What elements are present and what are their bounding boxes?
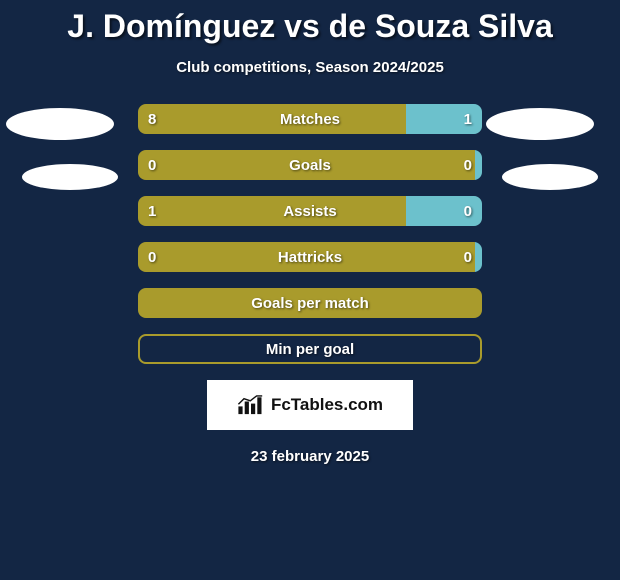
bar-label: Min per goal [138, 334, 482, 364]
team-left-logo-placeholder [22, 164, 118, 190]
team-right-logo-placeholder [502, 164, 598, 190]
bar-right-fill [406, 104, 482, 134]
subtitle: Club competitions, Season 2024/2025 [0, 59, 620, 76]
logo-text: FcTables.com [271, 395, 383, 415]
stat-row-goals: 00Goals [138, 150, 482, 180]
bar-left-fill [138, 104, 406, 134]
stat-row-hattricks: 00Hattricks [138, 242, 482, 272]
footer-date: 23 february 2025 [0, 448, 620, 465]
bar-right-fill [475, 242, 482, 272]
bar-left-fill [138, 150, 475, 180]
bar-right-fill [475, 150, 482, 180]
stat-row-min-per-goal: Min per goal [138, 334, 482, 364]
stat-row-goals-per-match: Goals per match [138, 288, 482, 318]
player-left-avatar-placeholder [6, 108, 114, 140]
stat-row-matches: 81Matches [138, 104, 482, 134]
stat-bars: 81Matches 00Goals 10Assists 00Hattricks Goal… [138, 104, 482, 364]
bar-left-fill [138, 242, 475, 272]
chart-icon [237, 394, 265, 416]
bar-left-fill [138, 288, 482, 318]
bar-right-fill [406, 196, 482, 226]
stat-row-assists: 10Assists [138, 196, 482, 226]
bar-left-fill [138, 196, 406, 226]
fctables-logo: FcTables.com [207, 380, 413, 430]
page-title: J. Domínguez vs de Souza Silva [0, 0, 620, 45]
comparison-block: 81Matches 00Goals 10Assists 00Hattricks Goal… [0, 104, 620, 364]
player-right-avatar-placeholder [486, 108, 594, 140]
bar-outline [138, 334, 482, 364]
